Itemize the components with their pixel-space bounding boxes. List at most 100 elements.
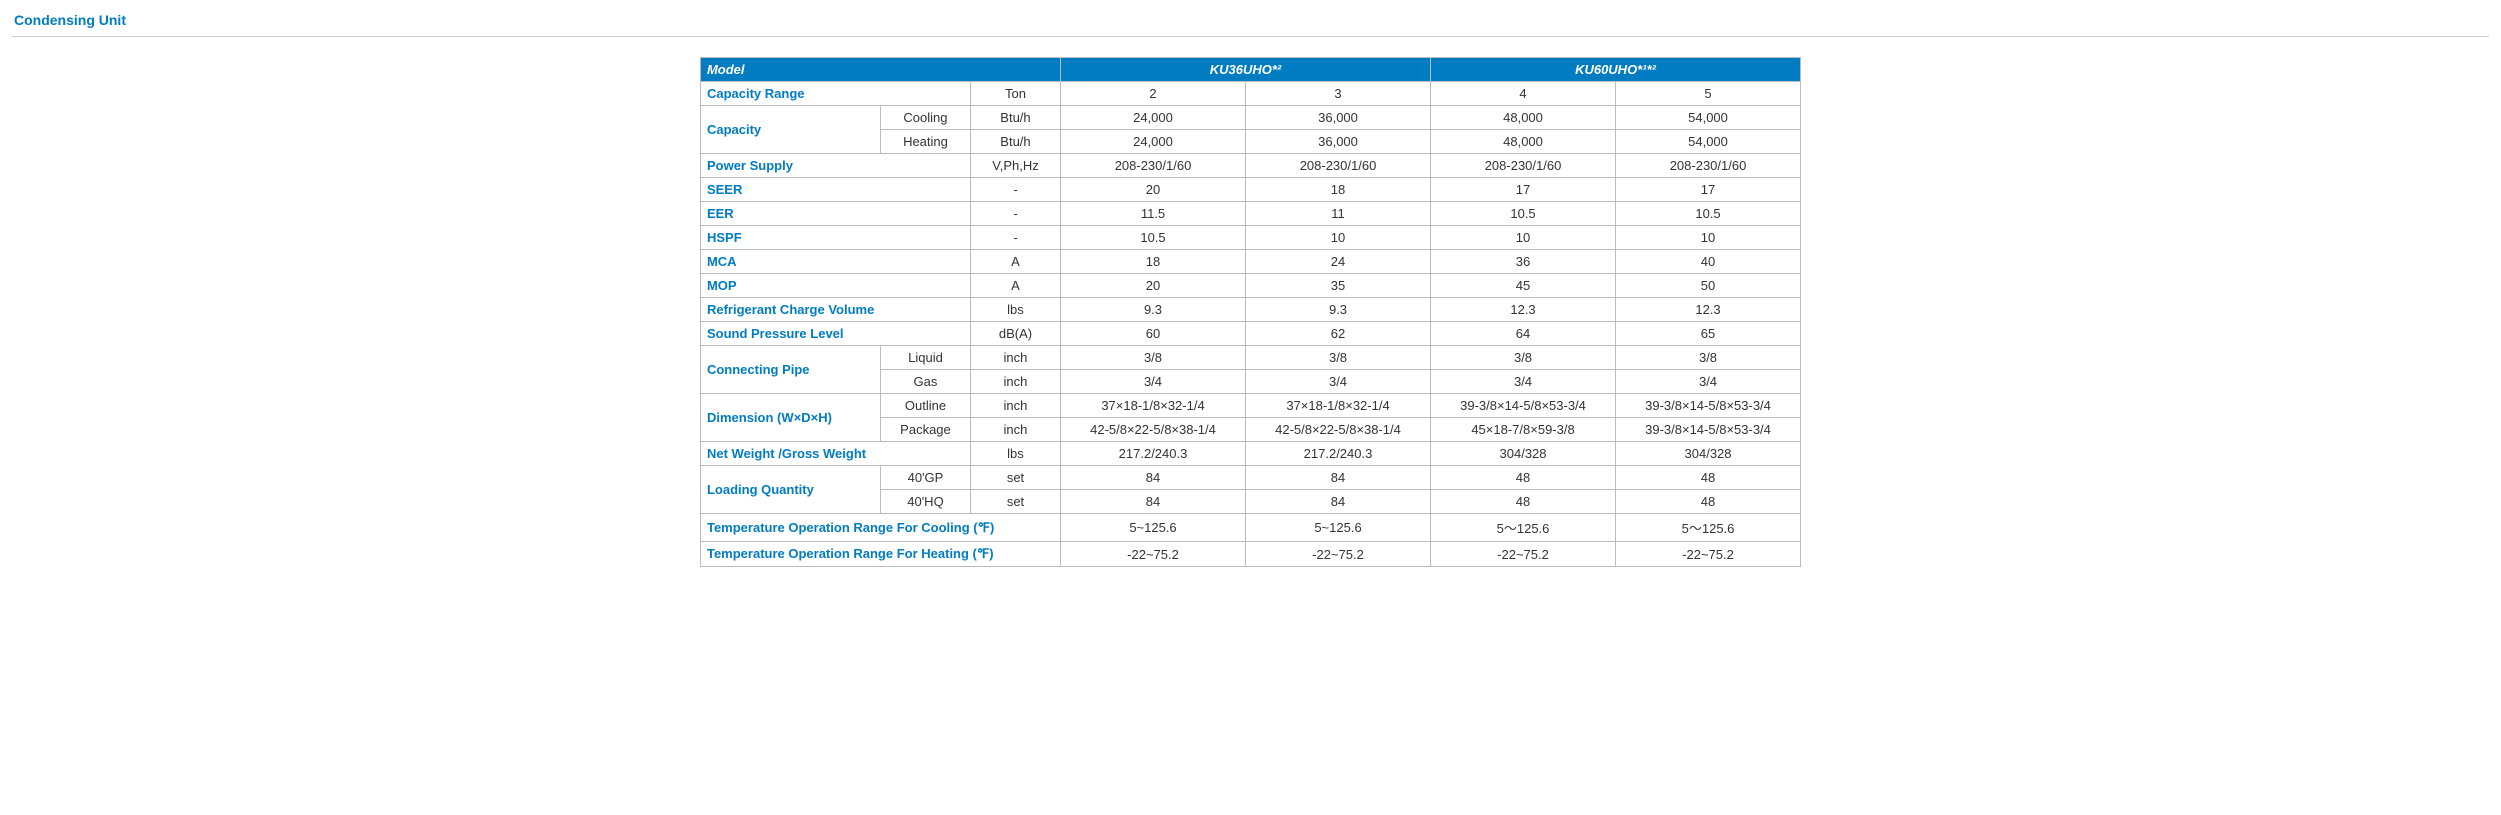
value-cell: -22~75.2 xyxy=(1246,542,1431,567)
spec-table: Model KU36UHO*² KU60UHO*¹*² Capacity Ran… xyxy=(700,57,1801,567)
unit-cell: inch xyxy=(970,346,1060,370)
value-cell: 208-230/1/60 xyxy=(1246,154,1431,178)
table-row: Power SupplyV,Ph,Hz208-230/1/60208-230/1… xyxy=(700,154,1800,178)
row-label: Net Weight /Gross Weight xyxy=(700,442,970,466)
value-cell: 48,000 xyxy=(1431,130,1616,154)
value-cell: 35 xyxy=(1246,274,1431,298)
table-row: MOPA20354550 xyxy=(700,274,1800,298)
table-row: Refrigerant Charge Volumelbs9.39.312.312… xyxy=(700,298,1800,322)
value-cell: 40 xyxy=(1616,250,1801,274)
value-cell: 84 xyxy=(1246,490,1431,514)
value-cell: 217.2/240.3 xyxy=(1061,442,1246,466)
sub-label: 40'HQ xyxy=(880,490,970,514)
value-cell: 36,000 xyxy=(1246,130,1431,154)
value-cell: 5～125.6 xyxy=(1431,514,1616,542)
value-cell: 208-230/1/60 xyxy=(1616,154,1801,178)
value-cell: 4 xyxy=(1431,82,1616,106)
unit-cell: V,Ph,Hz xyxy=(970,154,1060,178)
value-cell: 48 xyxy=(1431,466,1616,490)
value-cell: 24,000 xyxy=(1061,130,1246,154)
row-label: Sound Pressure Level xyxy=(700,322,970,346)
value-cell: 3/4 xyxy=(1246,370,1431,394)
table-row: SEER-20181717 xyxy=(700,178,1800,202)
value-cell: 10.5 xyxy=(1616,202,1801,226)
value-cell: 12.3 xyxy=(1431,298,1616,322)
sub-label: Outline xyxy=(880,394,970,418)
unit-cell: set xyxy=(970,466,1060,490)
table-row: Loading Quantity40'GPset84844848 xyxy=(700,466,1800,490)
unit-cell: A xyxy=(970,250,1060,274)
model-header-label: Model xyxy=(700,58,1060,82)
table-row: Sound Pressure LeveldB(A)60626465 xyxy=(700,322,1800,346)
value-cell: 39-3/8×14-5/8×53-3/4 xyxy=(1431,394,1616,418)
value-cell: 48 xyxy=(1616,490,1801,514)
unit-cell: set xyxy=(970,490,1060,514)
unit-cell: Ton xyxy=(970,82,1060,106)
table-row: Net Weight /Gross Weightlbs217.2/240.321… xyxy=(700,442,1800,466)
row-label: MCA xyxy=(700,250,970,274)
table-header: Model KU36UHO*² KU60UHO*¹*² xyxy=(700,58,1800,82)
unit-cell: A xyxy=(970,274,1060,298)
value-cell: 9.3 xyxy=(1061,298,1246,322)
value-cell: 5 xyxy=(1616,82,1801,106)
value-cell: 5~125.6 xyxy=(1061,514,1246,542)
value-cell: 48 xyxy=(1431,490,1616,514)
row-label: HSPF xyxy=(700,226,970,250)
unit-cell: inch xyxy=(970,370,1060,394)
value-cell: 10 xyxy=(1616,226,1801,250)
value-cell: 18 xyxy=(1246,178,1431,202)
value-cell: 62 xyxy=(1246,322,1431,346)
value-cell: 54,000 xyxy=(1616,130,1801,154)
row-label: Capacity xyxy=(700,106,880,154)
value-cell: 84 xyxy=(1061,490,1246,514)
value-cell: 9.3 xyxy=(1246,298,1431,322)
value-cell: 2 xyxy=(1061,82,1246,106)
unit-cell: dB(A) xyxy=(970,322,1060,346)
value-cell: 37×18-1/8×32-1/4 xyxy=(1061,394,1246,418)
value-cell: 17 xyxy=(1431,178,1616,202)
value-cell: 45 xyxy=(1431,274,1616,298)
sub-label: Heating xyxy=(880,130,970,154)
unit-cell: - xyxy=(970,178,1060,202)
value-cell: 60 xyxy=(1061,322,1246,346)
sub-label: Gas xyxy=(880,370,970,394)
unit-cell: Btu/h xyxy=(970,130,1060,154)
row-label: MOP xyxy=(700,274,970,298)
value-cell: 217.2/240.3 xyxy=(1246,442,1431,466)
value-cell: 18 xyxy=(1061,250,1246,274)
value-cell: 64 xyxy=(1431,322,1616,346)
table-row: Temperature Operation Range For Cooling … xyxy=(700,514,1800,542)
unit-cell: - xyxy=(970,226,1060,250)
value-cell: 3/4 xyxy=(1061,370,1246,394)
value-cell: 3/8 xyxy=(1061,346,1246,370)
unit-cell: inch xyxy=(970,418,1060,442)
value-cell: 10 xyxy=(1246,226,1431,250)
value-cell: 10.5 xyxy=(1061,226,1246,250)
value-cell: 48 xyxy=(1616,466,1801,490)
unit-cell: - xyxy=(970,202,1060,226)
unit-cell: Btu/h xyxy=(970,106,1060,130)
table-row: MCAA18243640 xyxy=(700,250,1800,274)
value-cell: 5～125.6 xyxy=(1616,514,1801,542)
page: Condensing Unit Model KU36UHO*² KU60UHO*… xyxy=(0,0,2501,597)
value-cell: 84 xyxy=(1246,466,1431,490)
value-cell: 3/4 xyxy=(1616,370,1801,394)
value-cell: 208-230/1/60 xyxy=(1431,154,1616,178)
value-cell: 48,000 xyxy=(1431,106,1616,130)
row-label: EER xyxy=(700,202,970,226)
value-cell: 12.3 xyxy=(1616,298,1801,322)
value-cell: 3/8 xyxy=(1616,346,1801,370)
value-cell: 208-230/1/60 xyxy=(1061,154,1246,178)
value-cell: 3/8 xyxy=(1246,346,1431,370)
value-cell: -22~75.2 xyxy=(1431,542,1616,567)
table-row: Capacity RangeTon2345 xyxy=(700,82,1800,106)
value-cell: 3 xyxy=(1246,82,1431,106)
value-cell: 20 xyxy=(1061,178,1246,202)
value-cell: -22~75.2 xyxy=(1061,542,1246,567)
value-cell: 42-5/8×22-5/8×38-1/4 xyxy=(1061,418,1246,442)
row-label: SEER xyxy=(700,178,970,202)
table-row: EER-11.51110.510.5 xyxy=(700,202,1800,226)
sub-label: Package xyxy=(880,418,970,442)
value-cell: 42-5/8×22-5/8×38-1/4 xyxy=(1246,418,1431,442)
value-cell: 11 xyxy=(1246,202,1431,226)
